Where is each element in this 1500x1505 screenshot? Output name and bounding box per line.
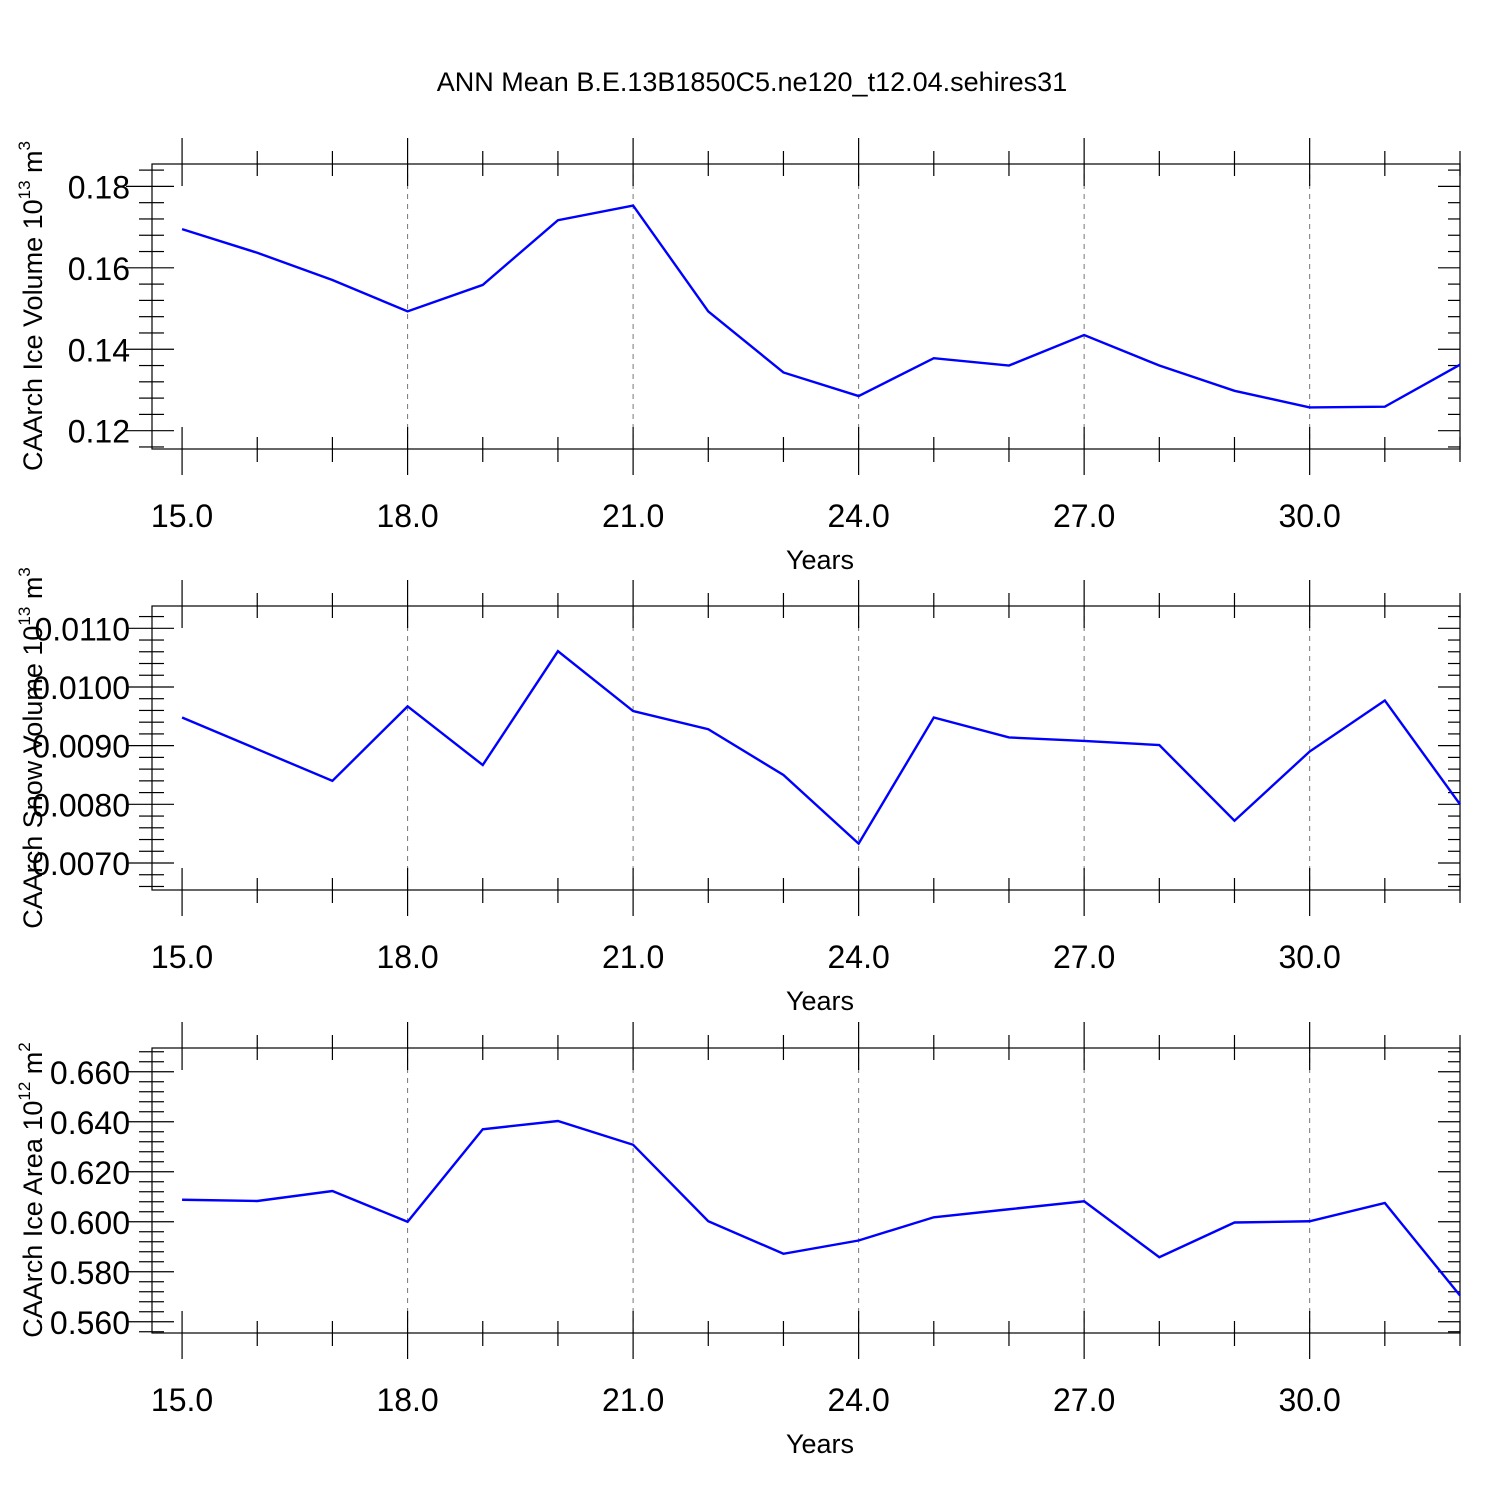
y-axis-title-text: CAArch Ice Volume 10 <box>18 199 48 471</box>
x-tick-label: 21.0 <box>602 498 664 534</box>
y-axis-title: CAArch Snow Volume 1013 m3 <box>15 567 48 929</box>
y-tick-label: 0.18 <box>68 169 130 205</box>
x-axis-title: Years <box>786 1429 854 1459</box>
x-tick-label: 15.0 <box>151 498 213 534</box>
y-tick-label: 0.0080 <box>32 787 130 823</box>
x-tick-label: 27.0 <box>1053 498 1115 534</box>
y-tick-label: 0.600 <box>50 1205 130 1241</box>
x-tick-label: 15.0 <box>151 1382 213 1418</box>
x-tick-label: 21.0 <box>602 1382 664 1418</box>
y-tick-label: 0.0070 <box>32 846 130 882</box>
y-tick-label: 0.580 <box>50 1255 130 1291</box>
x-tick-label: 18.0 <box>376 939 438 975</box>
y-axis-title: CAArch Ice Area 1012 m2 <box>15 1042 48 1338</box>
panel-2: 15.0 18.0 21.0 24.0 27.0 30.0 0.0070 0.0080 0.00… <box>15 567 1461 1016</box>
x-tick-label: 21.0 <box>602 939 664 975</box>
x-axis-title: Years <box>786 986 854 1016</box>
y-tick-label: 0.16 <box>68 251 130 287</box>
x-tick-label: 18.0 <box>376 498 438 534</box>
x-tick-label: 18.0 <box>376 1382 438 1418</box>
y-tick-label: 0.14 <box>68 332 130 368</box>
y-axis-title-unit: m <box>18 1052 48 1082</box>
panels: 15.0 18.0 21.0 24.0 27.0 30.0 0.12 0.14 0.16 0.18… <box>15 138 1461 1459</box>
x-tick-label: 30.0 <box>1279 939 1341 975</box>
x-tick-label: 15.0 <box>151 939 213 975</box>
figure-title: ANN Mean B.E.13B1850C5.ne120_t12.04.sehi… <box>437 67 1067 97</box>
y-axis-title-exponent: 12 <box>15 1082 34 1101</box>
plot-frame <box>151 1047 1461 1334</box>
x-tick-label: 24.0 <box>827 498 889 534</box>
y-axis-title-exponent: 13 <box>15 607 34 626</box>
y-tick-label: 0.620 <box>50 1155 130 1191</box>
x-tick-label: 30.0 <box>1279 498 1341 534</box>
x-tick-label: 24.0 <box>827 1382 889 1418</box>
panel-1: 15.0 18.0 21.0 24.0 27.0 30.0 0.12 0.14 0.16 0.18… <box>15 138 1461 575</box>
series-line <box>181 204 1461 409</box>
y-axis-title-unit-exponent: 2 <box>15 1042 34 1051</box>
y-tick-label: 0.660 <box>50 1055 130 1091</box>
series-line <box>182 1119 1461 1297</box>
y-axis-title-text: CAArch Snow Volume 10 <box>18 626 48 929</box>
y-tick-label: 0.640 <box>50 1105 130 1141</box>
y-tick-label: 0.0090 <box>32 729 130 765</box>
x-tick-label: 27.0 <box>1053 939 1115 975</box>
y-axis-title-text: CAArch Ice Area 10 <box>18 1101 48 1338</box>
plot-frame <box>151 605 1461 891</box>
y-axis-title-unit-exponent: 3 <box>15 141 34 150</box>
series-line <box>181 649 1461 846</box>
y-axis-title: CAArch Ice Volume 1013 m3 <box>15 141 48 471</box>
y-axis-title-unit: m <box>18 577 48 607</box>
x-tick-label: 30.0 <box>1279 1382 1341 1418</box>
y-axis-title-exponent: 13 <box>15 180 34 199</box>
y-tick-label: 0.560 <box>50 1305 130 1341</box>
y-tick-label: 0.0110 <box>35 611 131 647</box>
plot-frame <box>151 163 1461 450</box>
x-tick-label: 24.0 <box>827 939 889 975</box>
y-tick-label: 0.12 <box>68 414 130 450</box>
y-tick-label: 0.0100 <box>32 670 130 706</box>
y-axis-title-unit-exponent: 3 <box>15 567 34 576</box>
y-axis-title-unit: m <box>18 150 48 180</box>
x-axis-title: Years <box>786 545 854 575</box>
panel-3: 15.0 18.0 21.0 24.0 27.0 30.0 0.560 0.580 0.600 0… <box>15 1022 1461 1459</box>
x-tick-label: 27.0 <box>1053 1382 1115 1418</box>
